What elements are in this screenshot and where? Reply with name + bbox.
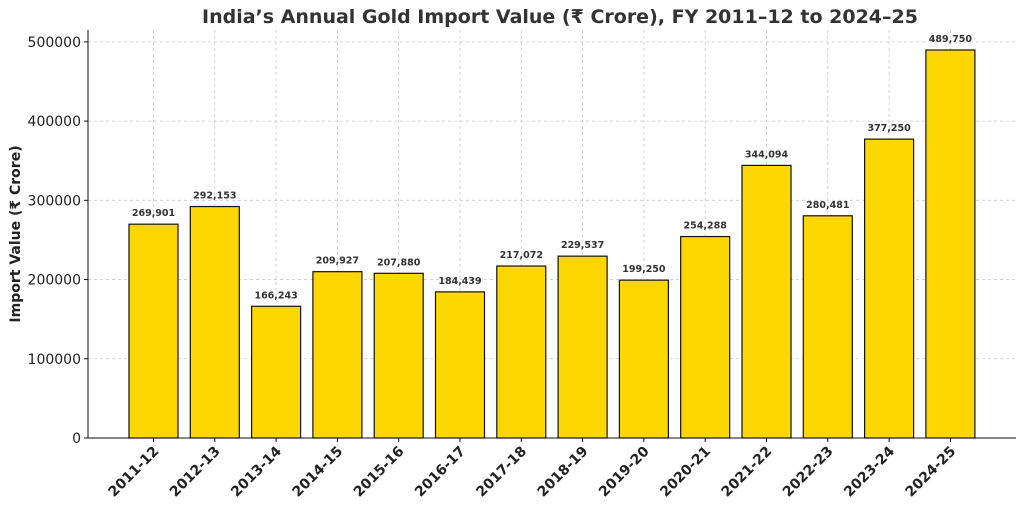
bar xyxy=(373,272,424,439)
data-label: 217,072 xyxy=(500,250,543,261)
x-tick-label: 2024-25 xyxy=(902,444,959,501)
data-labels: 269,901 292,153 166,243 209,927 207,880 184,4… xyxy=(132,34,973,301)
x-tick-label: 2023-24 xyxy=(841,443,898,500)
data-label: 229,537 xyxy=(561,240,604,251)
y-tick-label: 100000 xyxy=(28,352,81,368)
x-tick-label: 2020-21 xyxy=(657,444,714,501)
x-tick-label: 2016-17 xyxy=(412,444,469,501)
x-tick-labels: 2011-12 2012-13 2013-14 2014-15 2015-16 2016-… xyxy=(106,443,960,500)
y-tick-label: 400000 xyxy=(28,114,81,130)
x-tick-label: 2012-13 xyxy=(167,444,224,501)
data-label: 377,250 xyxy=(867,123,911,134)
chart-title: India’s Annual Gold Import Value (₹ Cror… xyxy=(202,6,918,28)
x-tick-label: 2022-23 xyxy=(780,444,837,501)
x-tick-label: 2011-12 xyxy=(106,444,163,501)
x-tick-label: 2014-15 xyxy=(289,444,346,501)
x-tick-label: 2013-14 xyxy=(228,443,285,500)
bar xyxy=(496,265,547,439)
data-label: 199,250 xyxy=(622,264,666,275)
data-label: 254,288 xyxy=(684,221,728,232)
bar xyxy=(189,205,240,439)
bar xyxy=(128,223,179,439)
data-label: 269,901 xyxy=(132,208,175,219)
data-label: 292,153 xyxy=(193,191,236,202)
bar xyxy=(618,279,670,439)
y-tick-label: 500000 xyxy=(28,35,81,51)
x-tick-label: 2021-22 xyxy=(719,444,776,501)
x-tick-label: 2018-19 xyxy=(535,444,592,501)
data-label: 207,880 xyxy=(377,257,421,268)
x-tick-label: 2015-16 xyxy=(351,444,408,501)
bar xyxy=(680,235,731,439)
bar xyxy=(251,305,302,439)
axes xyxy=(84,30,1016,442)
data-label: 184,439 xyxy=(438,276,481,287)
y-axis-label: Import Value (₹ Crore) xyxy=(8,145,24,322)
bar xyxy=(557,255,608,439)
data-label: 209,927 xyxy=(316,256,359,267)
bar xyxy=(802,215,853,439)
bar xyxy=(312,271,363,439)
x-tick-label: 2017-18 xyxy=(473,444,530,501)
y-tick-label: 0 xyxy=(72,431,81,447)
x-tick-label: 2019-20 xyxy=(596,443,653,500)
y-tick-label: 200000 xyxy=(28,273,81,289)
data-label: 166,243 xyxy=(254,290,297,301)
data-label: 489,750 xyxy=(929,34,973,45)
bars xyxy=(128,49,976,439)
data-label: 280,481 xyxy=(806,200,849,211)
y-tick-label: 300000 xyxy=(28,193,81,209)
data-label: 344,094 xyxy=(745,149,789,160)
y-tick-labels: 0 100000 200000 300000 400000 500000 xyxy=(28,35,81,447)
bar xyxy=(863,138,915,439)
bar xyxy=(434,291,486,439)
bar xyxy=(925,49,976,439)
bar xyxy=(741,164,792,439)
